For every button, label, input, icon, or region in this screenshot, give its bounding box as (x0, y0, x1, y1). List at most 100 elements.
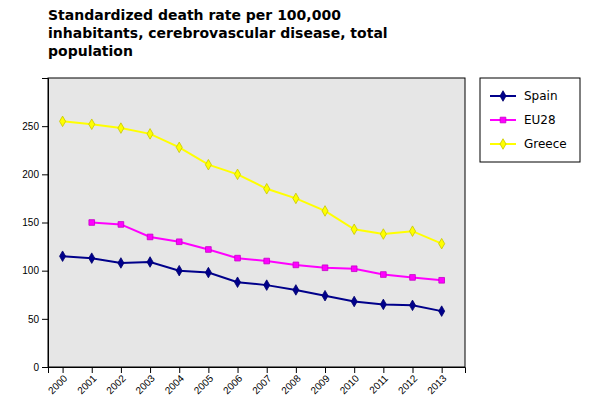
series-marker (380, 229, 386, 240)
x-tick-label: 2000 (46, 372, 70, 396)
series-marker (322, 290, 328, 301)
x-axis-line (49, 368, 466, 374)
series-marker (118, 258, 124, 269)
series-marker (322, 206, 328, 217)
x-tick: 2011 (367, 367, 390, 396)
series-marker (410, 275, 416, 281)
legend-swatch-marker (500, 117, 506, 123)
x-tick-mark (208, 367, 209, 373)
series-marker (89, 253, 95, 264)
x-tick-mark (267, 367, 268, 373)
title-line: inhabitants, cerebrovascular disease, to… (48, 25, 388, 41)
series-marker (264, 184, 270, 195)
series-marker (205, 159, 211, 170)
series-line (63, 121, 442, 243)
series-marker (205, 267, 211, 278)
x-tick-label: 2009 (308, 372, 332, 396)
series-marker (60, 251, 66, 262)
x-tick-mark (442, 367, 443, 373)
y-tick: 150 (22, 217, 48, 228)
legend-label: Greece (524, 137, 567, 151)
marks (60, 116, 445, 316)
y-tick-mark (42, 126, 48, 127)
series-marker (351, 224, 357, 235)
x-tick: 2012 (396, 367, 420, 396)
series-marker (409, 226, 415, 237)
series-line (92, 223, 442, 281)
series-marker (439, 306, 445, 317)
x-tick-label: 2010 (338, 372, 362, 396)
x-tick: 2013 (425, 367, 449, 396)
y-tick: 0 (33, 362, 48, 373)
x-tick-label: 2004 (163, 372, 187, 396)
series-marker (439, 277, 445, 283)
x-tick-label: 2007 (250, 372, 274, 396)
x-tick-mark (296, 367, 297, 373)
y-tick-mark (42, 367, 48, 368)
legend-item: EU28 (490, 113, 556, 127)
x-tick: 2010 (338, 367, 362, 396)
y-tick-label: 100 (22, 265, 39, 276)
series-marker (60, 116, 66, 127)
series-marker (147, 234, 153, 240)
legend: Spain EU28 Greece (480, 78, 580, 162)
series-marker (118, 123, 124, 134)
series-marker (351, 266, 357, 272)
x-tick-mark (354, 367, 355, 373)
series-marker (380, 299, 386, 310)
x-tick-label: 2003 (133, 372, 157, 396)
series-line (63, 256, 442, 311)
x-tick-label: 2013 (425, 372, 449, 396)
y-tick-label: 0 (33, 362, 39, 373)
series-marker (176, 239, 182, 245)
series-marker (89, 220, 95, 226)
x-tick-mark (150, 367, 151, 373)
y-tick-label: 50 (28, 314, 40, 325)
series-marker (381, 272, 387, 278)
plot-background (48, 78, 465, 367)
y-tick-label: 250 (22, 121, 39, 132)
series-marker (409, 300, 415, 311)
x-tick-mark (179, 367, 180, 373)
series-marker (235, 277, 241, 288)
x-tick: 2007 (250, 367, 274, 396)
x-tick: 2002 (104, 367, 128, 396)
x-tick-label: 2012 (396, 372, 420, 396)
x-tick-label: 2002 (104, 372, 128, 396)
x-tick: 2005 (192, 367, 216, 396)
x-tick-mark (413, 367, 414, 373)
x-tick-mark (325, 367, 326, 373)
series-marker (293, 285, 299, 296)
legend-label: Spain (524, 89, 558, 103)
x-tick: 2006 (221, 367, 245, 396)
y-tick-label: 200 (22, 169, 39, 180)
series-marker (293, 262, 299, 268)
y-tick-mark (42, 174, 48, 175)
series-marker (235, 255, 241, 261)
y-axis: 0 50 100 150 200 250 (22, 79, 48, 373)
legend-label: EU28 (524, 113, 556, 127)
series-marker (176, 265, 182, 276)
x-tick-mark (92, 367, 93, 373)
x-tick-label: 2005 (192, 372, 216, 396)
series-marker (176, 142, 182, 153)
x-tick-mark (63, 367, 64, 373)
series-marker (147, 257, 153, 268)
x-tick: 2000 (46, 367, 70, 396)
title: Standardized death rate per 100,000 inhab… (48, 7, 388, 59)
series-marker (118, 222, 124, 228)
series-marker (264, 280, 270, 291)
x-tick-mark (383, 367, 384, 373)
title-line: Standardized death rate per 100,000 (48, 7, 341, 23)
y-tick: 50 (28, 314, 48, 325)
y-tick: 100 (22, 265, 48, 276)
plot-frame (48, 78, 465, 367)
x-axis: 2000200120022003200420052006200720082009… (46, 367, 466, 396)
y-tick-mark (42, 223, 48, 224)
legend-swatch-marker (500, 91, 506, 102)
y-tick-mark (42, 319, 48, 320)
x-tick: 2008 (279, 367, 303, 396)
x-tick-mark (121, 367, 122, 373)
series-marker (351, 296, 357, 307)
legend-box (480, 78, 580, 162)
